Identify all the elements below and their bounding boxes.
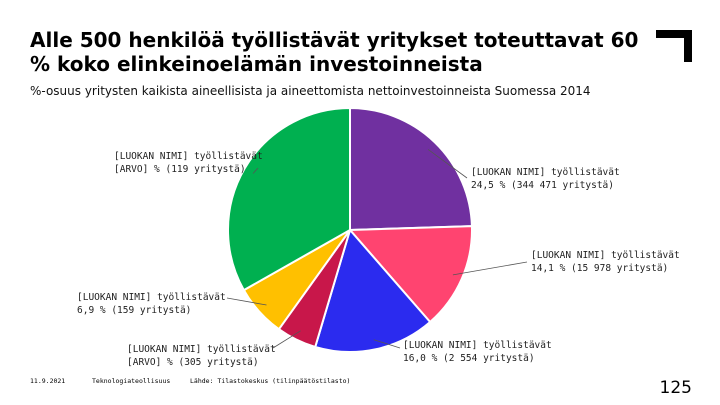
pie-label-category: [LUOKAN NIMI] työllistävät <box>77 292 226 303</box>
pie-label-category: [LUOKAN NIMI] työllistävät <box>403 340 552 351</box>
pie-slice <box>313 227 432 353</box>
pie-label-category: [LUOKAN NIMI] työllistävät <box>114 151 263 162</box>
pie-leader-line <box>427 149 468 179</box>
pie-label-value: 16,0 % (2 554 yritystä) <box>403 353 535 364</box>
pie-leader-line <box>373 339 401 349</box>
pie-label-value: [ARVO] % (305 yritystä) <box>127 357 259 368</box>
pie-slice <box>347 225 473 324</box>
logo-bar-horizontal <box>656 30 692 38</box>
pie-leader-line <box>452 261 528 276</box>
pie-label-value: 6,9 % (159 yritystä) <box>77 305 191 316</box>
brand-logo-mark <box>656 30 692 62</box>
footer-date: 11.9.2021 <box>30 377 66 385</box>
pie-label-value: [ARVO] % (119 yritystä) <box>114 164 246 175</box>
page-number: 125 <box>659 378 692 398</box>
logo-bar-vertical <box>684 30 692 62</box>
pie-leader-lines <box>226 149 528 349</box>
pie-label-category: [LUOKAN NIMI] työllistävät <box>127 344 276 355</box>
pie-slice <box>227 106 351 292</box>
footer-source: Lähde: Tilastokeskus (tilinpäätöstilasto… <box>190 377 351 385</box>
pie-leader-line <box>226 297 267 306</box>
pie-slices <box>227 106 473 353</box>
pie-labels: [LUOKAN NIMI] työllistävät 24,5 % (344 47… <box>77 151 680 368</box>
slide-subtitle: %-osuus yritysten kaikista aineellisista… <box>30 84 591 98</box>
pie-leader-line <box>272 330 301 349</box>
footer-organization: Teknologiateollisuus <box>92 377 171 385</box>
pie-label-value: 24,5 % (344 471 yritystä) <box>471 180 614 191</box>
pie-label-category: [LUOKAN NIMI] työllistävät <box>531 250 680 261</box>
pie-label-value: 14,1 % (15 978 yritystä) <box>531 263 668 274</box>
pie-slice <box>349 106 473 232</box>
pie-label-category: [LUOKAN NIMI] työllistävät <box>471 167 620 178</box>
slide-title: Alle 500 henkilöä työllistävät yritykset… <box>30 28 639 76</box>
pie-leader-line <box>252 167 259 174</box>
